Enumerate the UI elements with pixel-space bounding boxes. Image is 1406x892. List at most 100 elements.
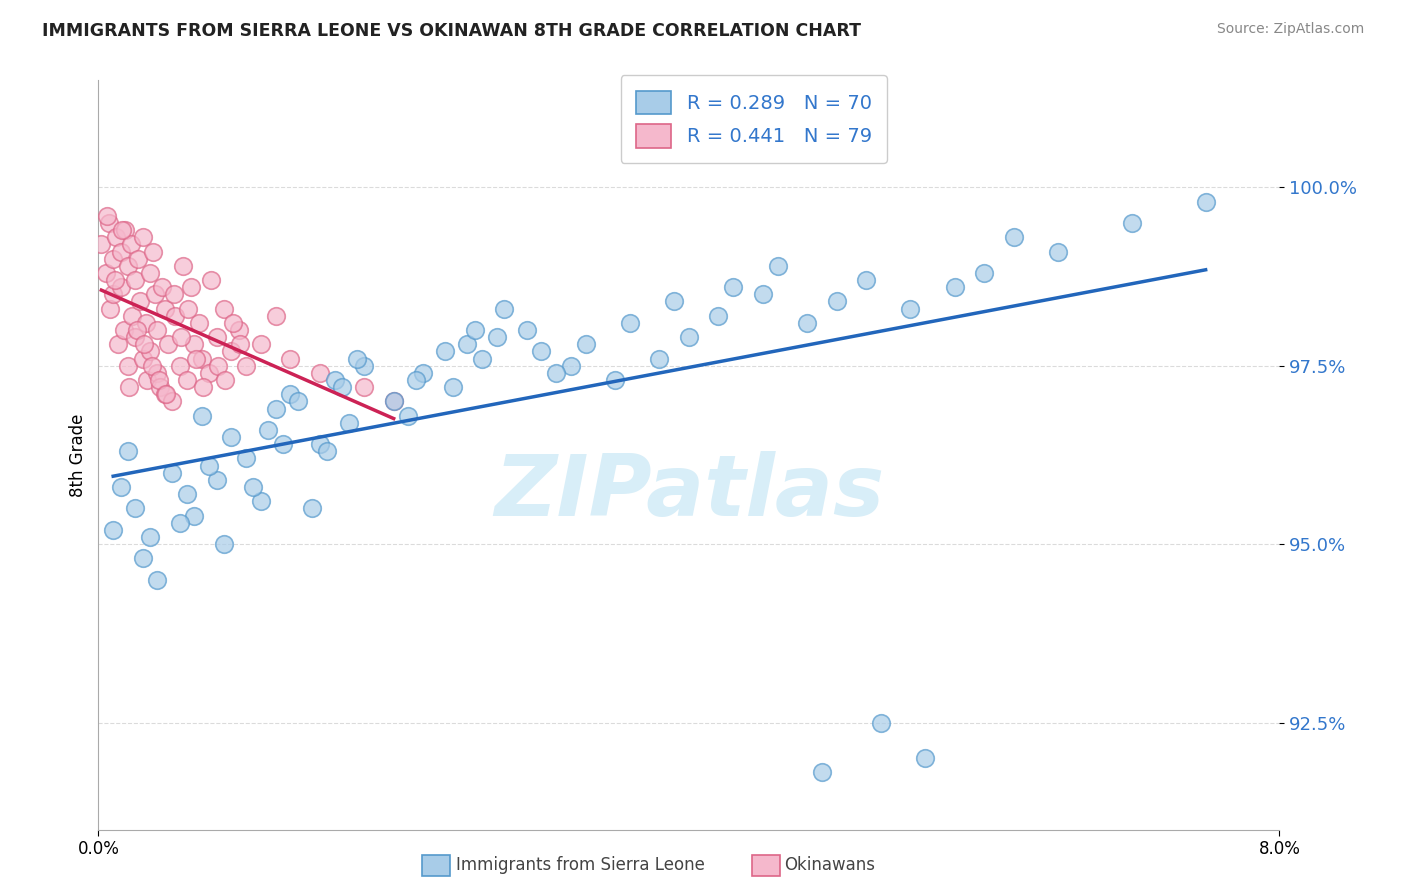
Point [146,366,169,380]
Point [766,259,789,273]
Point [165,309,187,323]
Point [664,294,686,309]
Point [142,244,165,259]
Point [457,337,479,351]
Point [162,394,183,409]
Point [870,715,893,730]
Point [546,366,568,380]
Point [97,216,120,230]
Point [128,294,150,309]
Point [323,373,346,387]
Point [494,301,516,316]
Point [98,301,121,316]
Point [117,359,139,373]
Point [177,301,200,316]
Point [825,294,848,309]
Point [943,280,966,294]
Point [105,230,128,244]
Point [221,344,243,359]
Point [103,287,125,301]
Point [125,323,148,337]
Point [146,573,169,587]
Point [139,344,162,359]
Point [353,380,375,394]
Point [118,380,141,394]
Point [149,380,172,394]
Point [1002,230,1025,244]
Point [169,359,191,373]
Point [107,337,129,351]
Point [1046,244,1070,259]
Point [143,287,166,301]
Point [110,280,132,294]
Point [212,301,235,316]
Point [1195,194,1218,209]
Point [287,394,309,409]
Point [464,323,486,337]
Point [132,351,155,366]
Point [309,437,332,451]
Point [124,501,146,516]
Point [250,337,273,351]
Y-axis label: 8th Grade: 8th Grade [69,413,87,497]
Point [229,337,252,351]
Point [183,508,205,523]
Text: Okinawans: Okinawans [785,856,876,874]
Point [575,337,598,351]
Point [382,394,405,409]
Point [752,287,775,301]
Point [146,323,169,337]
Point [94,266,117,280]
Point [280,351,302,366]
Point [156,337,179,351]
Point [900,301,922,316]
Point [242,480,264,494]
Point [169,516,191,530]
Point [228,323,250,337]
Point [398,409,420,423]
Point [257,423,280,437]
Point [110,244,132,259]
Point [486,330,509,344]
Point [132,551,155,566]
Point [221,430,243,444]
Point [150,280,173,294]
Point [141,359,163,373]
Legend: R = 0.289   N = 70, R = 0.441   N = 79: R = 0.289 N = 70, R = 0.441 N = 79 [620,75,887,163]
Point [198,366,221,380]
Point [103,252,125,266]
Point [155,387,177,401]
Point [111,223,134,237]
Point [148,373,170,387]
Point [235,359,257,373]
Point [412,366,434,380]
Point [264,309,287,323]
Point [346,351,368,366]
Point [280,387,302,401]
Point [1121,216,1143,230]
Point [471,351,494,366]
Point [516,323,538,337]
Point [811,765,834,780]
Point [222,316,245,330]
Point [124,273,146,287]
Point [139,266,162,280]
Point [183,337,205,351]
Point [124,330,146,344]
Text: IMMIGRANTS FROM SIERRA LEONE VS OKINAWAN 8TH GRADE CORRELATION CHART: IMMIGRANTS FROM SIERRA LEONE VS OKINAWAN… [42,22,862,40]
Point [330,380,353,394]
Point [353,359,375,373]
Point [382,394,405,409]
Point [198,458,221,473]
Point [530,344,553,359]
Point [120,237,142,252]
Text: Source: ZipAtlas.com: Source: ZipAtlas.com [1216,22,1364,37]
Point [434,344,457,359]
Point [184,351,207,366]
Point [914,751,936,765]
Point [117,444,139,458]
Point [121,309,143,323]
Point [153,301,176,316]
Point [605,373,627,387]
Point [139,530,162,544]
